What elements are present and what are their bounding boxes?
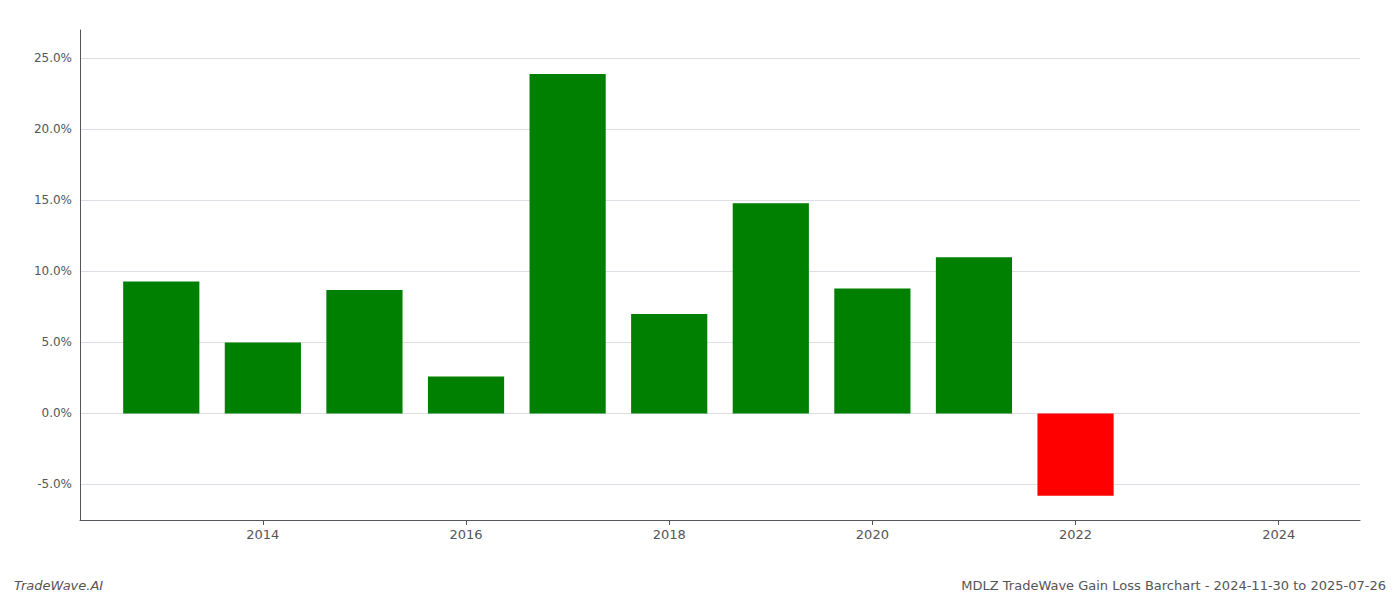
- svg-text:20.0%: 20.0%: [34, 122, 72, 136]
- svg-text:2014: 2014: [246, 527, 279, 542]
- svg-text:2018: 2018: [653, 527, 686, 542]
- svg-text:5.0%: 5.0%: [42, 335, 73, 349]
- svg-text:TradeWave.AI: TradeWave.AI: [14, 578, 103, 593]
- svg-text:2016: 2016: [449, 527, 482, 542]
- svg-text:15.0%: 15.0%: [34, 193, 72, 207]
- svg-text:2024: 2024: [1262, 527, 1295, 542]
- svg-text:MDLZ TradeWave Gain Loss Barch: MDLZ TradeWave Gain Loss Barchart - 2024…: [961, 578, 1386, 593]
- svg-text:2020: 2020: [856, 527, 889, 542]
- svg-text:10.0%: 10.0%: [34, 264, 72, 278]
- svg-text:25.0%: 25.0%: [34, 51, 72, 65]
- svg-text:2022: 2022: [1059, 527, 1092, 542]
- svg-text:0.0%: 0.0%: [42, 406, 73, 420]
- svg-text:-5.0%: -5.0%: [37, 477, 72, 491]
